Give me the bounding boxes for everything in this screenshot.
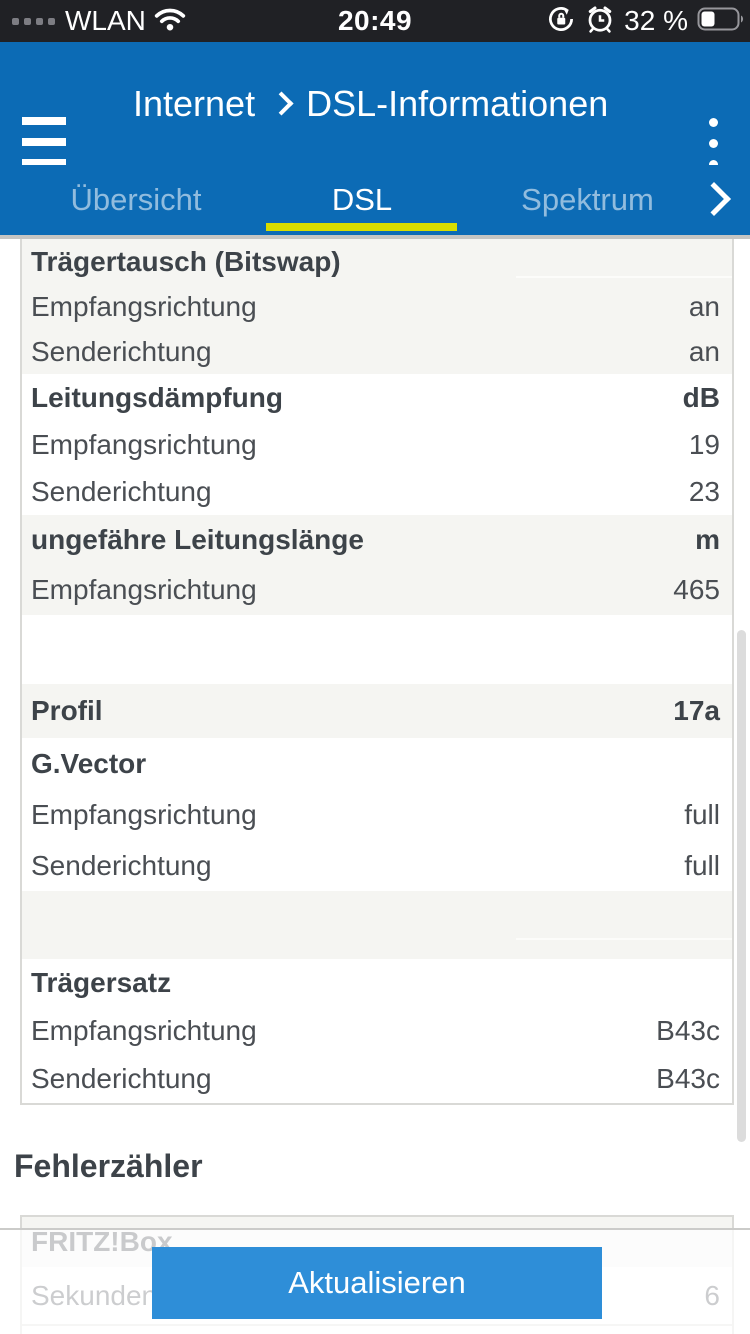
- row-label: Trägersatz: [31, 967, 172, 998]
- row-label: Profil: [31, 695, 103, 726]
- table-row: Empfangsrichtung 465: [22, 565, 732, 615]
- row-value: dB: [682, 381, 720, 413]
- table-row: Empfangsrichtung B43c: [22, 1007, 732, 1055]
- status-bar: WLAN 20:49: [0, 0, 750, 42]
- row-value: full: [684, 798, 720, 830]
- row-label: G.Vector: [31, 747, 147, 779]
- row-label: Leitungsdämpfung: [31, 381, 283, 413]
- table-row: ungefähre Leitungslänge m: [22, 515, 732, 565]
- app-bar-shadow: [0, 235, 750, 239]
- table-row: Senderichtung B43c: [22, 1055, 732, 1103]
- breadcrumb: Internet DSL-Informationen: [133, 42, 608, 165]
- row-label: Empfangsrichtung: [31, 1015, 257, 1046]
- table-spacer: [22, 891, 732, 959]
- tab-dsl[interactable]: DSL: [331, 182, 393, 217]
- table-row: Empfangsrichtung full: [22, 789, 732, 840]
- table-row: Empfangsrichtung 19: [22, 421, 732, 468]
- row-value: B43c: [656, 1015, 720, 1046]
- row-value: 17a: [673, 695, 720, 726]
- clock-label: 20:49: [337, 5, 413, 36]
- row-value: an: [688, 290, 720, 322]
- alarm-icon: [585, 4, 615, 39]
- row-label: ungefähre Leitungslänge: [31, 524, 364, 555]
- row-label: Senderichtung: [31, 849, 212, 881]
- tab-bar: Übersicht DSL Spektrum: [0, 165, 750, 235]
- row-label: Empfangsrichtung: [31, 574, 257, 605]
- row-label: Empfangsrichtung: [31, 798, 257, 830]
- table-row: Profil 17a: [22, 684, 732, 738]
- battery-icon: [697, 5, 745, 38]
- wifi-icon: [153, 6, 187, 37]
- menu-icon[interactable]: [22, 117, 66, 167]
- tab-spektrum[interactable]: Spektrum: [521, 182, 654, 217]
- battery-percent-label: 32 %: [624, 5, 688, 36]
- row-label: Senderichtung: [31, 475, 212, 507]
- row-label: Trägertausch (Bitswap): [31, 245, 341, 277]
- table-row: Trägertausch (Bitswap): [22, 239, 732, 284]
- row-label: Empfangsrichtung: [31, 428, 257, 460]
- row-value: 23: [688, 475, 720, 507]
- chevron-right-icon: [269, 91, 294, 116]
- kebab-menu-icon[interactable]: [709, 118, 719, 181]
- breadcrumb-root: Internet: [133, 82, 256, 124]
- row-value: 19: [688, 428, 720, 460]
- table-row: Empfangsrichtung an: [22, 284, 732, 329]
- row-value: 465: [673, 574, 720, 605]
- dsl-info-table: Trägertausch (Bitswap) Empfangsrichtung an…: [20, 239, 734, 1105]
- row-value: B43c: [656, 1063, 720, 1094]
- table-row: G.Vector: [22, 738, 732, 789]
- row-label: Empfangsrichtung: [31, 290, 257, 322]
- row-value: m: [695, 524, 720, 555]
- table-row: Senderichtung full: [22, 840, 732, 891]
- row-value: an: [688, 335, 720, 367]
- breadcrumb-page: DSL-Informationen: [306, 82, 609, 124]
- table-row: Senderichtung an: [22, 329, 732, 374]
- cellular-signal-dots-icon: [12, 17, 55, 25]
- row-label: Senderichtung: [31, 1063, 212, 1094]
- carrier-label: WLAN: [65, 5, 146, 36]
- table-row: Leitungsdämpfung dB: [22, 374, 732, 421]
- app-bar: Internet DSL-Informationen: [0, 42, 750, 169]
- tab-uebersicht[interactable]: Übersicht: [70, 182, 202, 217]
- scrollbar-thumb[interactable]: [737, 630, 746, 1142]
- table-row: Senderichtung 23: [22, 468, 732, 515]
- table-spacer: [22, 615, 732, 684]
- error-counter-heading: Fehlerzähler: [14, 1148, 203, 1184]
- row-value: full: [684, 849, 720, 881]
- refresh-button[interactable]: Aktualisieren: [152, 1247, 602, 1319]
- rotation-lock-icon: [546, 4, 576, 39]
- active-tab-underline: [266, 223, 457, 231]
- row-label: Senderichtung: [31, 335, 212, 367]
- table-row: Trägersatz: [22, 959, 732, 1007]
